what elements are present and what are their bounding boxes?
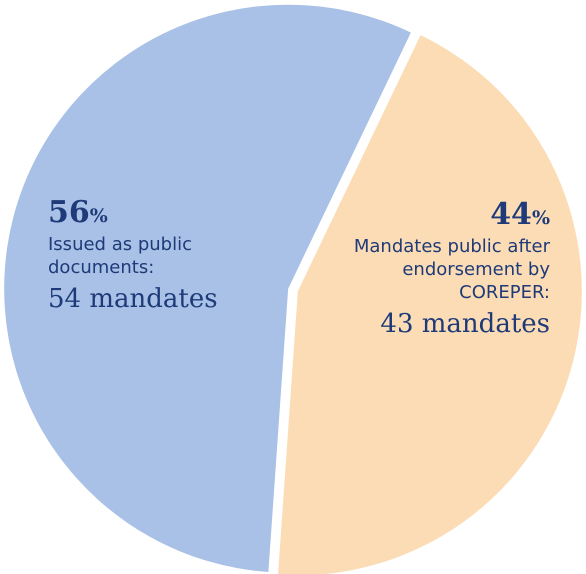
pie-slice-after-coreper — [278, 35, 582, 574]
slice-label-after-coreper: 44% Mandates public after endorsement by… — [310, 198, 550, 341]
slice-count: 54 mandates — [48, 284, 218, 314]
percent-label: 44% — [490, 197, 550, 232]
slice-description: Mandates public after endorsement by COR… — [353, 236, 550, 303]
percent-label: 56% — [48, 195, 108, 230]
pie-slice-public-documents — [4, 4, 411, 573]
slice-count: 43 mandates — [380, 309, 550, 339]
slice-description: Issued as public documents: — [48, 234, 192, 278]
slice-label-public-documents: 56% Issued as public documents: 54 manda… — [48, 196, 288, 316]
